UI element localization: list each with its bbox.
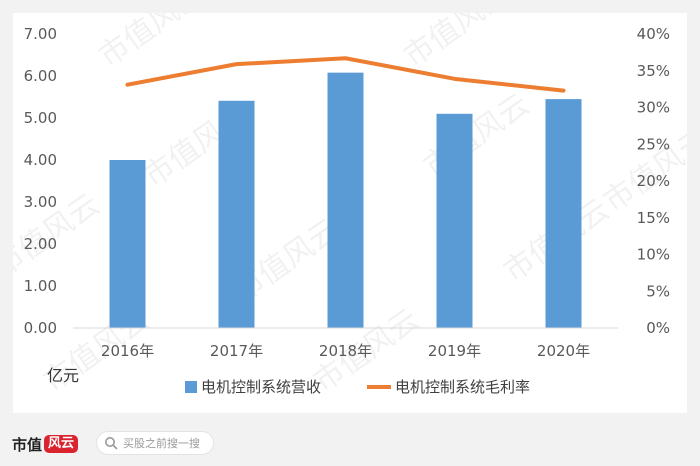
left-tick-label: 4.00 [24,151,57,169]
chart-card: 市值风云市值风云市值风云市值风云市值风云市值风云市值风云市值风云市值风云市值风云… [13,13,687,413]
right-tick-label: 35% [637,62,670,80]
bar [218,100,255,328]
left-tick-label: 7.00 [24,25,57,43]
brand-name: 市值 [12,435,43,454]
x-tick-label: 2019年 [428,342,481,360]
brand-mark: 风云 [44,435,79,453]
right-tick-label: 15% [637,209,670,227]
x-axis-ticks: 2016年 2017年 2018年 2019年 2020年 [101,342,590,360]
right-tick-label: 25% [637,135,670,153]
bar [109,160,146,328]
brand-logo[interactable]: 市值 风云 [12,433,79,455]
legend-line-label: 电机控制系统毛利率 [395,378,530,396]
left-tick-label: 6.00 [24,67,57,85]
right-tick-label: 5% [646,282,670,300]
line-series [125,56,566,93]
legend-bar-swatch [185,381,197,393]
bar [436,113,473,328]
left-axis-ticks: 0.00 1.00 2.00 3.00 4.00 5.00 6.00 7.00 [24,25,57,337]
search-icon [105,437,118,450]
footer-bar: 市值 风云 买股之前搜一搜 [0,422,700,466]
bar [327,72,364,328]
right-tick-label: 0% [646,319,670,337]
right-tick-label: 20% [637,172,670,190]
watermark-text: 市值风云 [418,87,536,184]
bar-series [109,72,582,328]
watermark-text: 市值风云 [93,13,211,75]
right-tick-label: 40% [637,25,670,43]
x-tick-label: 2020年 [537,342,590,360]
bar [545,99,582,328]
legend-bar-label: 电机控制系统营收 [201,378,321,396]
right-tick-label: 30% [637,99,670,117]
x-tick-label: 2017年 [210,342,263,360]
search-placeholder: 买股之前搜一搜 [123,437,200,450]
x-tick-label: 2018年 [319,342,372,360]
left-tick-label: 2.00 [24,235,57,253]
legend: 电机控制系统营收 电机控制系统毛利率 [185,378,530,396]
right-axis-ticks: 0% 5% 10% 15% 20% 25% 30% 35% 40% [637,25,670,337]
right-tick-label: 10% [637,246,670,264]
left-tick-label: 3.00 [24,193,57,211]
chart: 市值风云市值风云市值风云市值风云市值风云市值风云市值风云市值风云市值风云市值风云… [13,13,687,400]
left-tick-label: 0.00 [24,319,57,337]
left-tick-label: 5.00 [24,109,57,127]
left-tick-label: 1.00 [24,277,57,295]
watermark-text: 市值风云 [398,13,516,75]
left-axis-unit-label: 亿元 [47,366,79,385]
search-box[interactable]: 买股之前搜一搜 [96,431,214,455]
x-tick-label: 2016年 [101,342,154,360]
